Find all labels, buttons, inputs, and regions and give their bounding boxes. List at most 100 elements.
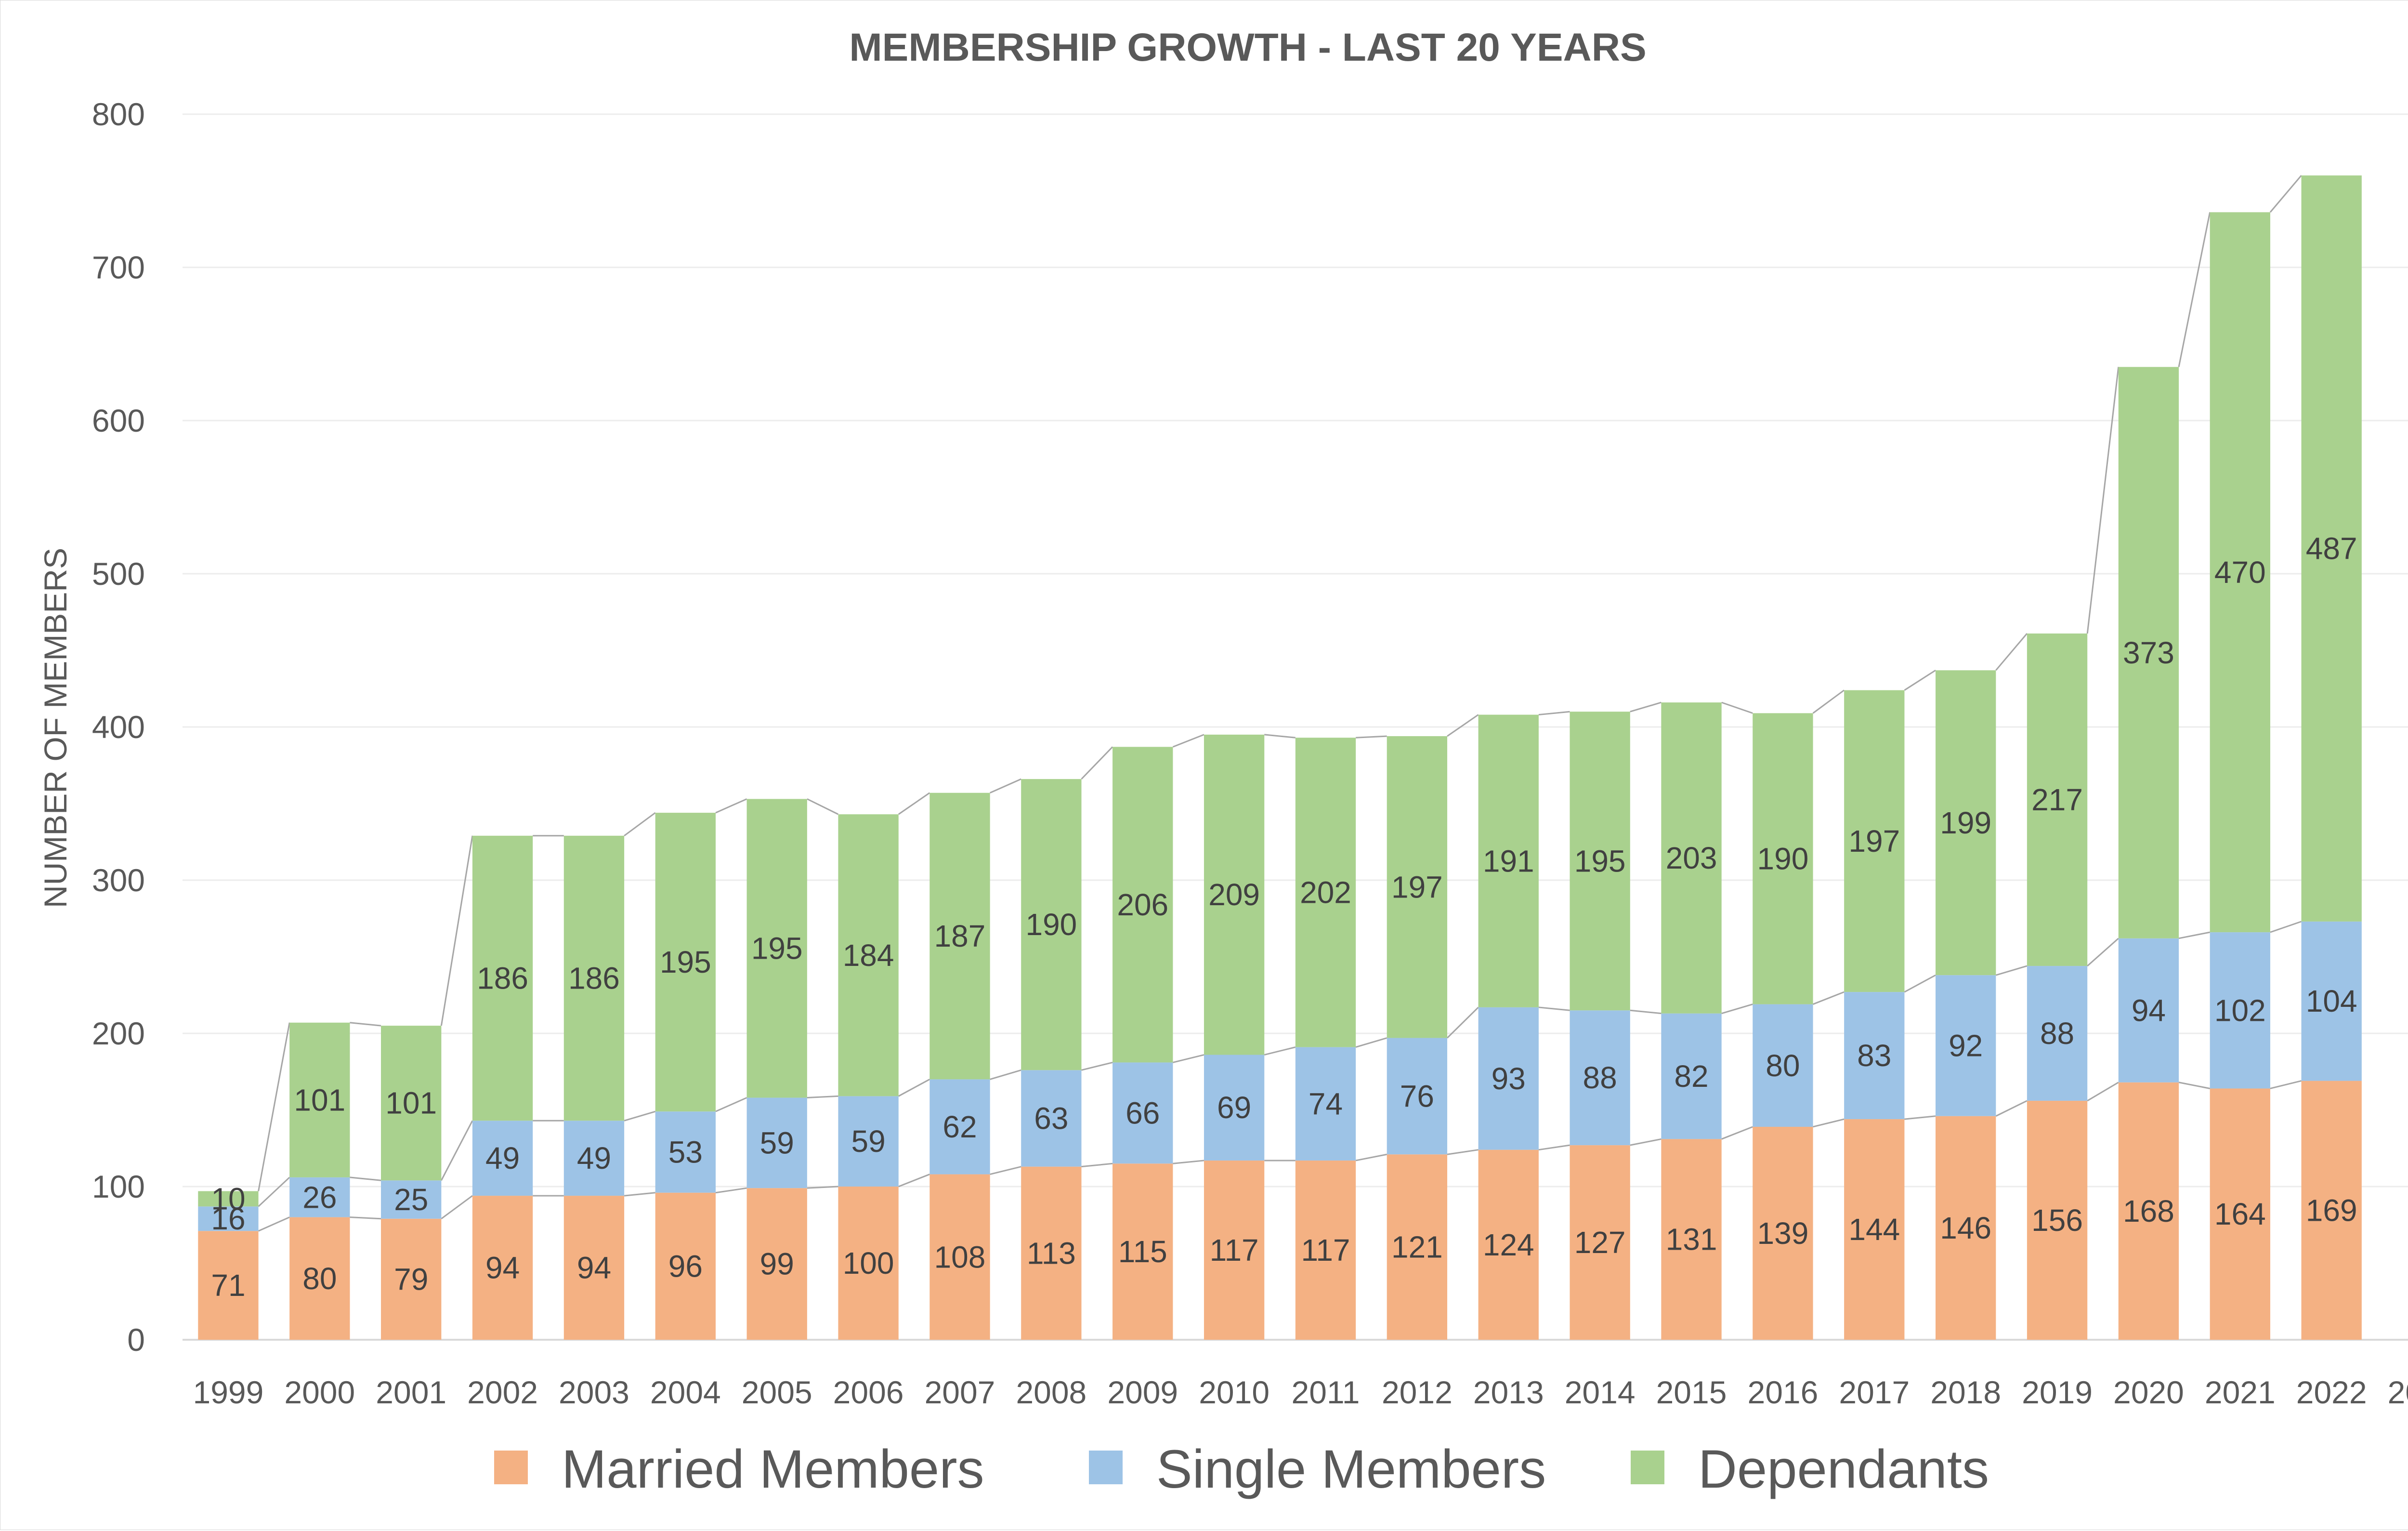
series-line [1447,1149,1479,1155]
data-label: 206 [1117,887,1168,922]
series-line [1812,689,1845,714]
bar-married-members-2000 [289,1217,350,1340]
bar-dependants-2015 [1661,702,1722,1014]
bar-married-members-2005 [746,1188,807,1340]
x-tick-label: 2008 [1016,1374,1086,1410]
legend-swatch-single-members [1089,1451,1123,1484]
data-label: 99 [760,1247,794,1281]
data-label: 117 [1301,1233,1350,1267]
series-line [1904,670,1936,691]
x-tick-label: 2003 [559,1374,629,1410]
data-label: 62 [942,1109,977,1144]
bar-dependants-2006 [838,814,899,1096]
legend-swatch-dependants [1631,1451,1664,1484]
data-label: 102 [2214,993,2266,1028]
bar-married-members-2008 [1021,1166,1082,1340]
bar-single-members-2001 [381,1180,442,1219]
bar-single-members-2018 [1935,975,1996,1116]
bar-single-members-2021 [2210,932,2270,1089]
data-label: 168 [2123,1194,2174,1228]
x-tick-label: 2007 [925,1374,995,1410]
x-tick-label: 2001 [376,1374,446,1410]
data-label: 80 [1766,1048,1800,1083]
bar-married-members-2012 [1387,1154,1448,1340]
bar-single-members-2008 [1021,1070,1082,1167]
data-label: 59 [851,1124,886,1159]
series-line [2270,921,2302,933]
x-tick-label: 2012 [1382,1374,1453,1410]
data-label: 49 [577,1141,611,1175]
data-label: 117 [1210,1233,1259,1267]
series-line [624,812,656,836]
x-tick-label: 2014 [1565,1374,1636,1410]
series-line [1538,711,1570,716]
data-label: 190 [1025,907,1077,942]
series-line [807,798,839,815]
legend-label: Married Members [562,1439,984,1499]
y-tick-label: 700 [92,250,145,285]
series-line [258,1176,290,1207]
bar-dependants-2002 [472,835,533,1121]
bar-dependants-2020 [2118,367,2179,938]
y-tick-label: 800 [92,96,145,132]
data-label: 104 [2306,984,2357,1018]
bar-married-members-2009 [1112,1163,1173,1340]
data-label: 127 [1574,1225,1626,1260]
series-line [1721,701,1753,714]
series-line [1995,965,2028,976]
series-line [1813,991,1845,1005]
data-label: 195 [751,931,803,966]
bar-married-members-2020 [2118,1082,2179,1340]
bar-single-members-2011 [1295,1047,1356,1161]
x-tick-label: 2009 [1107,1374,1178,1410]
x-tick-label: 2000 [284,1374,355,1410]
data-label: 203 [1666,841,1717,875]
bar-married-members-2001 [381,1218,442,1340]
series-line [1173,1160,1204,1164]
data-label: 79 [394,1262,428,1296]
series-line [715,1097,747,1112]
bars [198,175,2362,1340]
data-label: 169 [2306,1193,2357,1227]
bar-married-members-2007 [929,1174,990,1340]
data-label: 164 [2214,1197,2266,1231]
bar-married-members-2002 [472,1196,533,1340]
bar-single-members-1999 [198,1206,259,1231]
series-line [1538,1006,1570,1011]
series-line [2178,931,2210,939]
bar-single-members-2013 [1478,1007,1539,1150]
data-label: 195 [660,945,711,979]
series-line [1172,734,1204,748]
series-line [440,835,473,1026]
legend-label: Dependants [1698,1439,1989,1499]
bar-single-members-2004 [655,1111,716,1193]
series-line [1630,701,1662,713]
data-label: 191 [1483,844,1534,878]
data-label: 217 [2031,782,2083,817]
series-line [715,1187,747,1194]
data-label: 190 [1757,841,1809,876]
x-tick-label: 2004 [650,1374,721,1410]
bar-married-members-2010 [1204,1160,1265,1340]
bar-dependants-2011 [1295,738,1356,1047]
data-label: 96 [668,1249,703,1283]
bar-single-members-2009 [1112,1062,1173,1164]
series-line [1721,1126,1753,1140]
series-line [350,1176,381,1181]
series-line [1904,1115,1936,1120]
series-line [1995,1100,2028,1117]
series-line [1173,1054,1204,1063]
series-line [2087,937,2119,967]
x-tick-label: 2023 [2388,1374,2408,1410]
bar-dependants-2001 [381,1026,442,1181]
bar-dependants-2009 [1112,747,1173,1063]
series-line [2269,175,2302,213]
data-label: 131 [1666,1222,1717,1257]
series-line [2270,1080,2302,1089]
data-label: 115 [1118,1234,1167,1269]
series-line [258,1216,290,1232]
data-label: 92 [1949,1028,1983,1063]
y-axis-label: NUMBER OF MEMBERS [38,548,73,908]
bar-married-members-2013 [1478,1149,1539,1340]
